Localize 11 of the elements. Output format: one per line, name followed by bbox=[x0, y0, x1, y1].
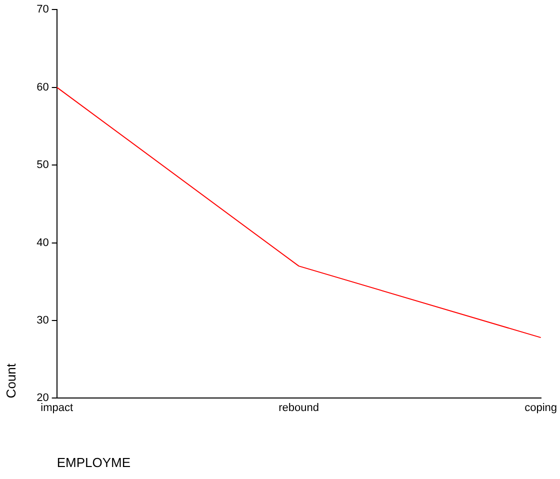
y-tick-label: 60 bbox=[36, 81, 49, 94]
y-tick-label: 20 bbox=[36, 392, 49, 404]
y-axis-title: Count bbox=[3, 363, 18, 398]
x-axis-title: EMPLOYME bbox=[56, 454, 131, 470]
y-tick-label: 70 bbox=[36, 4, 49, 16]
x-tick-label: coping bbox=[524, 402, 558, 414]
y-tick-label: 30 bbox=[36, 314, 49, 327]
y-tick-label: 40 bbox=[36, 236, 49, 249]
x-tick-label: rebound bbox=[278, 402, 319, 414]
y-tick-label: 50 bbox=[36, 159, 49, 172]
x-tick-label: impact bbox=[40, 402, 74, 414]
